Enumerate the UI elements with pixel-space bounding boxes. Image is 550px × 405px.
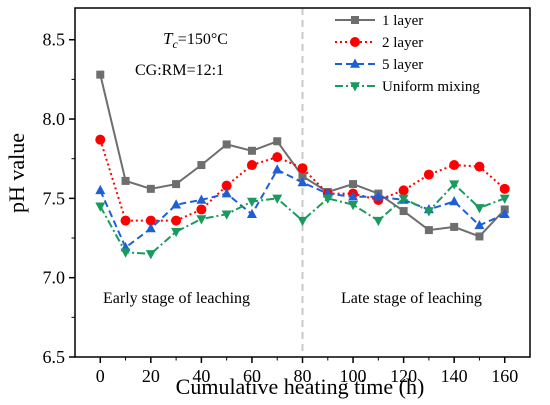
data-point [449, 160, 460, 171]
data-point [246, 160, 257, 171]
data-point [120, 215, 131, 226]
tc-value: =150°C [178, 31, 228, 48]
data-point [450, 222, 459, 231]
data-point [247, 146, 256, 155]
x-tick-label: 80 [294, 366, 312, 386]
data-point [221, 188, 232, 198]
data-point [196, 215, 207, 225]
data-point [95, 184, 106, 195]
legend-entry: Uniform mixing [335, 79, 480, 95]
data-point [475, 232, 484, 241]
data-point [349, 180, 358, 189]
x-tick-label: 120 [390, 366, 417, 386]
data-point [145, 223, 156, 233]
legend-label: 2 layer [382, 35, 423, 51]
data-point [171, 199, 182, 209]
y-tick-label: 8.0 [43, 109, 66, 129]
x-tick-label: 0 [96, 366, 105, 386]
data-point [322, 194, 333, 204]
legend-entry: 1 layer [335, 13, 423, 29]
data-point [96, 70, 105, 79]
data-point [272, 152, 283, 163]
data-point [145, 250, 156, 260]
data-point [398, 185, 409, 196]
data-point [373, 216, 384, 227]
y-tick-label: 7.0 [43, 268, 66, 288]
data-point [272, 164, 283, 174]
data-point [197, 161, 206, 170]
x-tick-label: 160 [491, 366, 518, 386]
data-point [146, 184, 155, 193]
data-point [145, 215, 156, 226]
data-point [474, 161, 485, 172]
data-point [499, 194, 510, 204]
data-point [474, 219, 485, 230]
data-point [499, 208, 510, 218]
data-point [298, 172, 307, 181]
legend-label: 5 layer [382, 57, 423, 73]
x-tick-label: 140 [441, 366, 468, 386]
y-axis-title: pH value [4, 133, 29, 213]
data-point [348, 200, 359, 211]
data-point [297, 177, 308, 187]
data-point [398, 194, 409, 204]
data-point [297, 163, 308, 174]
y-tick-label: 8.5 [43, 30, 66, 50]
data-point [449, 180, 460, 190]
y-tick-label: 7.5 [43, 188, 66, 208]
data-point [222, 140, 231, 149]
data-point [273, 137, 282, 146]
data-point [272, 194, 283, 204]
data-point [297, 216, 308, 227]
data-point [423, 169, 434, 180]
legend-entry: 5 layer [335, 57, 423, 73]
legend-label: Uniform mixing [382, 79, 480, 95]
x-tick-label: 40 [192, 366, 210, 386]
legend-marker [351, 16, 359, 24]
early-stage-label: Early stage of leaching [103, 290, 250, 307]
data-point [196, 204, 207, 215]
x-tick-label: 60 [243, 366, 261, 386]
legend-label: 1 layer [382, 13, 423, 29]
data-point [348, 191, 359, 201]
data-point [246, 197, 257, 208]
x-tick-label: 20 [142, 366, 160, 386]
data-point [221, 180, 232, 191]
series-line [99, 139, 506, 222]
data-point [449, 196, 460, 206]
late-stage-label: Late stage of leaching [341, 290, 482, 307]
data-point [423, 207, 434, 217]
data-point [171, 215, 182, 226]
data-point [246, 208, 257, 218]
data-point [196, 194, 207, 204]
data-point [171, 227, 182, 238]
data-point [499, 183, 510, 194]
tc-subscript: c [172, 37, 178, 51]
legend-marker [350, 82, 360, 92]
y-tick-label: 6.5 [43, 347, 66, 367]
legend-marker [350, 37, 360, 47]
x-tick-label: 100 [340, 366, 367, 386]
ratio-annotation: CG:RM=12:1 [135, 62, 224, 79]
data-point [399, 207, 408, 216]
data-point [120, 248, 131, 258]
data-point [474, 204, 485, 214]
tc-annotation: Tc=150°C [163, 29, 228, 51]
x-axis-title: Cumulative heating time (h) [176, 374, 425, 399]
data-point [95, 134, 106, 145]
data-point [221, 210, 232, 220]
legend-marker [350, 58, 360, 68]
tc-symbol: T [163, 29, 174, 48]
data-point [172, 180, 181, 189]
series-uniform-mixing [95, 180, 510, 260]
data-point [95, 202, 106, 212]
data-point [373, 191, 384, 201]
data-point [424, 226, 433, 235]
data-point [121, 176, 130, 185]
legend-entry: 2 layer [335, 35, 423, 51]
